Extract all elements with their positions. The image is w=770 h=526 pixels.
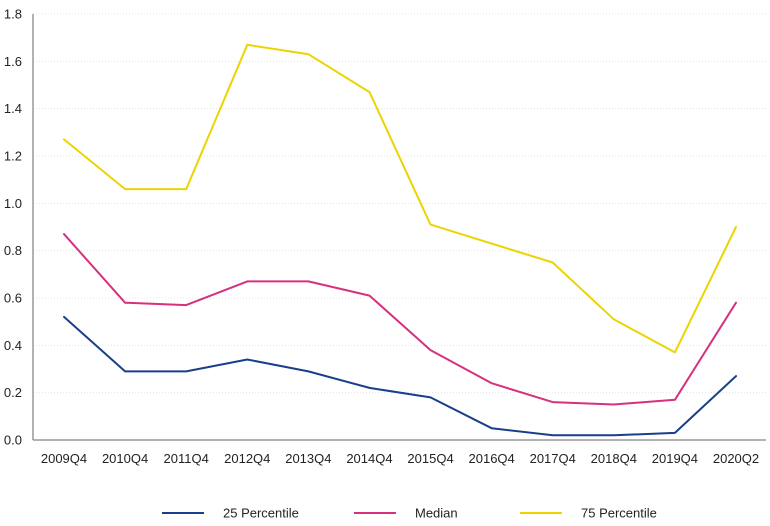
x-tick-label: 2014Q4 (346, 451, 392, 466)
y-tick-label: 1.4 (4, 101, 22, 116)
x-tick-label: 2016Q4 (469, 451, 515, 466)
x-tick-label: 2010Q4 (102, 451, 148, 466)
x-tick-label: 2009Q4 (41, 451, 87, 466)
series-line-25-percentile (63, 315, 737, 437)
legend-label: Median (415, 506, 458, 521)
y-tick-labels: 0.0 0.2 0.4 0.6 0.8 1.0 1.2 1.4 1.6 1.8 (4, 7, 22, 448)
y-tick-label: 0.8 (4, 243, 22, 258)
y-tick-label: 0.0 (4, 433, 22, 448)
y-tick-label: 1.8 (4, 7, 22, 22)
x-tick-labels: 2009Q4 2010Q4 2011Q4 2012Q4 2013Q4 2014Q4 2015… (41, 451, 759, 466)
x-tick-label: 2019Q4 (652, 451, 698, 466)
legend: 25 Percentile Median 75 Percentile (162, 506, 657, 521)
series-lines (63, 43, 737, 437)
y-tick-label: 0.4 (4, 338, 22, 353)
series-line-75-percentile (63, 43, 737, 354)
legend-label: 25 Percentile (223, 506, 299, 521)
y-tick-label: 0.6 (4, 291, 22, 306)
axes (32, 14, 766, 441)
x-tick-label: 2017Q4 (530, 451, 576, 466)
x-tick-label: 2020Q2 (713, 451, 759, 466)
gridlines (33, 13, 766, 394)
x-tick-label: 2013Q4 (285, 451, 331, 466)
series-line-median (63, 233, 737, 406)
x-tick-label: 2015Q4 (407, 451, 453, 466)
y-tick-label: 0.2 (4, 385, 22, 400)
y-tick-label: 1.0 (4, 196, 22, 211)
y-tick-label: 1.2 (4, 149, 22, 164)
x-tick-label: 2011Q4 (164, 451, 209, 466)
x-tick-label: 2012Q4 (224, 451, 270, 466)
y-tick-label: 1.6 (4, 54, 22, 69)
x-tick-label: 2018Q4 (591, 451, 637, 466)
legend-label: 75 Percentile (581, 506, 657, 521)
